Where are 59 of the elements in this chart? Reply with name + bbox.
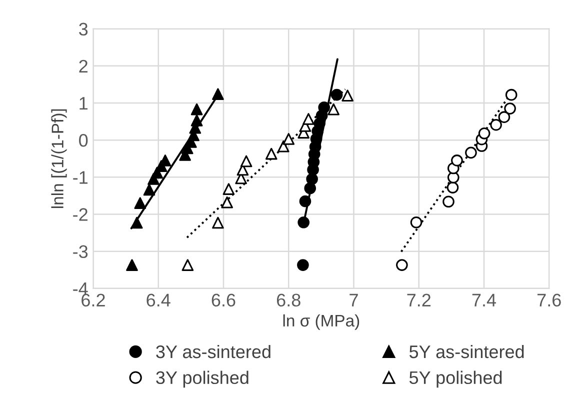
x-tick-label: 6.8: [276, 294, 300, 307]
point: [302, 113, 314, 125]
point: [478, 127, 490, 140]
point: [318, 102, 330, 114]
y-tick-label: -1: [73, 171, 88, 184]
y-tick-label: 3: [79, 22, 88, 36]
point: [190, 103, 203, 116]
point: [328, 103, 340, 116]
point: [306, 173, 318, 185]
legend-label: 3Y as-sintered: [156, 344, 270, 358]
point: [221, 196, 233, 208]
x-tick-label: 7.4: [472, 294, 496, 306]
point: [304, 182, 316, 194]
point: [447, 172, 460, 184]
point: [396, 259, 408, 271]
point: [299, 195, 312, 208]
point: [222, 183, 235, 195]
point: [143, 184, 156, 196]
point: [298, 216, 310, 228]
x-tick-label: 7.6: [537, 294, 561, 307]
point: [240, 155, 252, 168]
x-tick-label: 7: [350, 294, 358, 306]
x-tick-label: 6.2: [82, 294, 105, 307]
point: [190, 114, 203, 126]
point: [212, 216, 224, 229]
point: [465, 146, 477, 159]
point: [451, 154, 463, 166]
x-tick-label: 6.4: [146, 294, 170, 307]
point: [182, 259, 194, 271]
point: [134, 197, 146, 210]
point: [446, 182, 459, 194]
x-tick-label: 6.6: [212, 294, 236, 307]
point: [277, 140, 290, 152]
y-axis-title: lnln [(1/(1-Pf)]: [51, 109, 67, 208]
legend-label: 5Y as-sintered: [409, 344, 524, 358]
x-axis-title: ln σ (MPa): [283, 314, 360, 330]
legend-label: 3Y polished: [156, 370, 248, 388]
y-tick-label: -3: [73, 245, 88, 258]
y-tick-label: -2: [73, 208, 88, 221]
point: [504, 102, 516, 114]
point: [297, 259, 309, 271]
point: [330, 88, 343, 101]
point: [126, 259, 138, 271]
point: [498, 111, 510, 124]
point: [505, 88, 518, 101]
point: [410, 216, 422, 228]
point: [442, 196, 454, 208]
point: [490, 118, 502, 131]
point: [212, 88, 224, 100]
y-tick-label: 1: [80, 97, 88, 110]
point: [342, 90, 354, 102]
point: [130, 216, 143, 229]
legend-label: 5Y polished: [409, 370, 502, 388]
y-tick-label: -4: [73, 282, 88, 295]
y-tick-label: 2: [79, 60, 88, 72]
y-tick-label: 0: [79, 134, 88, 147]
point: [265, 148, 278, 160]
x-tick-label: 7.2: [407, 294, 431, 306]
point: [282, 133, 295, 145]
